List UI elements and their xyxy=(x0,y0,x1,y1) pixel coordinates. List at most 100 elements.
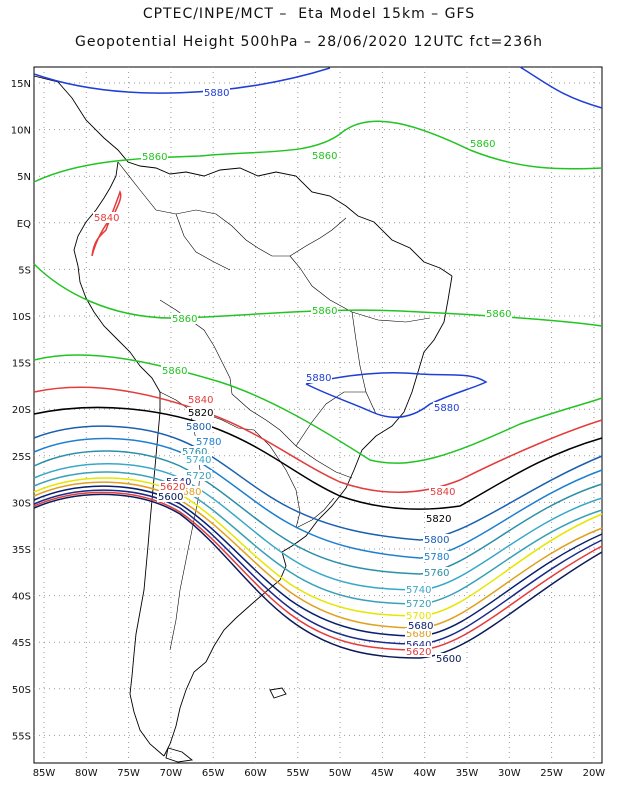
contour-label-5660: 5680 xyxy=(408,621,433,632)
contour-label-5680: 5680 xyxy=(406,629,431,640)
contour-5680 xyxy=(33,481,603,629)
contour-5880-north xyxy=(33,67,331,94)
contour-label-bg xyxy=(423,534,450,545)
contour-labels: 5880 5880 5880 5860 5860 5860 5860 5860 5860 5860… xyxy=(93,87,512,665)
contour-label-5820: 5820 xyxy=(426,514,451,525)
map-title: CPTEC/INPE/MCT – Eta Model 15km – GFS xyxy=(142,6,476,22)
contour-label-5840: 5840 xyxy=(94,213,119,224)
contour-label-bg xyxy=(425,513,452,524)
lon-tick-label: 40W xyxy=(413,768,436,779)
contour-label-bg xyxy=(433,402,460,413)
lat-tick-label: 5S xyxy=(18,265,31,276)
lon-tick-label: 65W xyxy=(202,768,225,779)
lat-tick-label: 15N xyxy=(11,79,31,90)
contour-label-5720: 5720 xyxy=(406,599,431,610)
contour-label-bg xyxy=(405,598,432,609)
contour-label-5620: 5620 xyxy=(160,482,185,493)
contour-label-bg xyxy=(407,620,434,631)
plot-frame xyxy=(33,66,603,764)
contour-5760 xyxy=(33,450,603,575)
contour-5880-brazil xyxy=(305,372,488,418)
contour-label-5800: 5800 xyxy=(186,422,211,433)
contour-label-5880: 5880 xyxy=(204,88,229,99)
contour-label-5880: 5880 xyxy=(434,403,459,414)
contour-label-5760: 5760 xyxy=(424,568,449,579)
contour-label-5780: 5780 xyxy=(196,437,221,448)
contour-5820 xyxy=(33,406,603,510)
lat-tick-label: EQ xyxy=(17,219,31,230)
lat-tick-label: 45S xyxy=(12,638,31,649)
contour-5860-south xyxy=(33,354,603,464)
contour-label-bg xyxy=(195,436,222,447)
contour-lines xyxy=(33,66,603,659)
contour-label-bg xyxy=(405,639,432,650)
contour-label-bg xyxy=(161,365,188,376)
lon-tick-label: 45W xyxy=(371,768,394,779)
contour-label-5840: 5840 xyxy=(430,487,455,498)
contour-label-5860: 5860 xyxy=(470,139,495,150)
contour-5660 xyxy=(33,485,603,637)
lat-tick-label: 10N xyxy=(11,126,31,137)
lon-tick-label: 35W xyxy=(456,768,479,779)
lat-tick-label: 20S xyxy=(12,405,31,416)
contour-label-5640: 5640 xyxy=(406,640,431,651)
lat-tick-label: 40S xyxy=(12,592,31,603)
contour-label-5860: 5860 xyxy=(312,151,337,162)
lat-tick-label: 55S xyxy=(12,731,31,742)
contour-label-5780: 5780 xyxy=(424,552,449,563)
contour-5780 xyxy=(33,437,603,559)
lat-tick-label: 35S xyxy=(12,545,31,556)
contour-label-bg xyxy=(185,470,212,481)
lon-tick-label: 30W xyxy=(498,768,521,779)
contour-label-bg xyxy=(185,421,212,432)
contour-5700 xyxy=(33,477,603,617)
contour-label-bg xyxy=(405,610,432,621)
lon-tick-label: 60W xyxy=(244,768,267,779)
contour-label-5760: 5760 xyxy=(182,447,207,458)
contour-label-bg xyxy=(203,87,230,98)
contour-label-5620: 5620 xyxy=(406,647,431,658)
contour-label-bg xyxy=(187,407,214,418)
contour-label-bg xyxy=(435,653,462,664)
contour-label-bg xyxy=(311,305,338,316)
lon-tick-label: 25W xyxy=(540,768,563,779)
contour-label-bg xyxy=(485,308,512,319)
contour-label-5840: 5840 xyxy=(188,395,213,406)
contour-label-bg xyxy=(423,567,450,578)
contour-label-5860: 5860 xyxy=(486,309,511,320)
contour-5600 xyxy=(33,493,603,659)
contour-5860-mid xyxy=(33,263,603,327)
contour-label-bg xyxy=(93,212,120,223)
lon-tick-label: 85W xyxy=(33,768,56,779)
contour-5640 xyxy=(33,489,603,645)
contour-label-bg xyxy=(185,454,212,465)
contour-label-bg xyxy=(175,486,202,497)
lon-tick-label: 80W xyxy=(75,768,98,779)
contour-label-5820: 5820 xyxy=(188,408,213,419)
contour-5860-north xyxy=(33,120,603,183)
lon-tick-label: 50W xyxy=(329,768,352,779)
contour-label-bg xyxy=(469,138,496,149)
contour-5740 xyxy=(33,463,603,591)
contour-label-5860: 5860 xyxy=(312,306,337,317)
contour-label-bg xyxy=(141,151,168,162)
contour-5800 xyxy=(33,425,603,541)
contour-5880-east xyxy=(519,66,603,109)
lat-tick-label: 25S xyxy=(12,452,31,463)
contour-label-5860: 5860 xyxy=(162,366,187,377)
lat-tick-label: 30S xyxy=(12,498,31,509)
contour-label-bg xyxy=(423,551,450,562)
contour-label-bg xyxy=(429,486,456,497)
contour-label-bg xyxy=(157,491,184,502)
contour-label-5680: 5680 xyxy=(176,487,201,498)
contour-label-bg xyxy=(405,584,432,595)
contour-label-bg xyxy=(187,394,214,405)
lon-tick-label: 75W xyxy=(117,768,140,779)
contour-label-bg xyxy=(311,150,338,161)
contour-label-bg xyxy=(405,628,432,639)
contour-label-bg xyxy=(159,481,186,492)
contour-label-5700: 5700 xyxy=(406,611,431,622)
contour-label-5600: 5600 xyxy=(158,492,183,503)
contour-label-bg xyxy=(305,372,332,383)
